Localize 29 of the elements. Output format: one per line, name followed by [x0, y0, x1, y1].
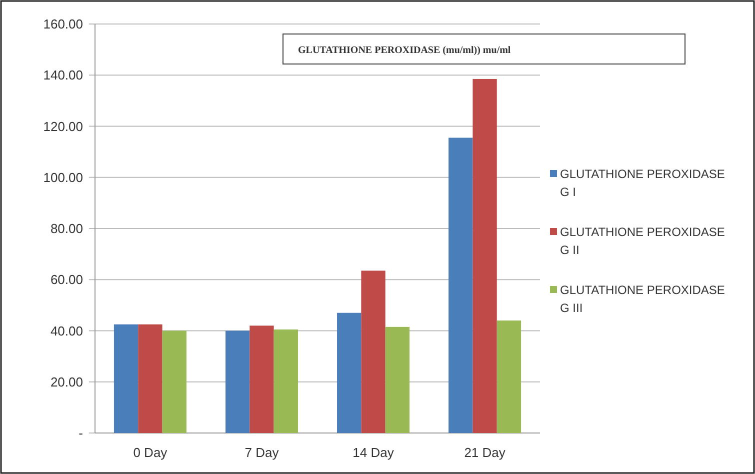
y-tick-label: 160.00 [43, 16, 83, 32]
y-tick-label: 140.00 [43, 68, 83, 83]
bar [225, 330, 250, 433]
legend-label: GLUTATHIONE PEROXIDASE G II [560, 225, 725, 257]
bar [138, 324, 162, 433]
text: GLUTATHIONE PEROXIDASE (mu/ml)) mu/ml [298, 45, 511, 56]
y-tick-label: 60.00 [50, 272, 83, 288]
bar [337, 312, 362, 433]
bar [114, 324, 138, 433]
x-tick-label: 21 Day [464, 445, 506, 460]
y-tick-label: 120.00 [43, 118, 83, 134]
x-tick-label: 14 Day [352, 445, 394, 460]
bar [448, 138, 473, 433]
bar [250, 326, 274, 433]
legend-label: GLUTATHIONE PEROXIDASE G III [560, 283, 725, 315]
y-tick-label: 20.00 [50, 374, 83, 390]
y-tick-label: 80.00 [50, 221, 83, 236]
x-tick-label: 7 Day [244, 445, 280, 460]
bar [496, 320, 522, 433]
bar [162, 330, 186, 433]
x-tick-label: 0 Day [133, 445, 168, 460]
bar [472, 78, 497, 433]
y-tick-label: - [78, 426, 83, 441]
bar [385, 326, 410, 433]
legend-label: GLUTATHIONE PEROXIDASE G I [560, 167, 725, 199]
bar [361, 270, 386, 433]
y-tick-label: 100.00 [43, 170, 83, 185]
bar [274, 329, 298, 433]
y-tick-label: 40.00 [50, 323, 83, 338]
